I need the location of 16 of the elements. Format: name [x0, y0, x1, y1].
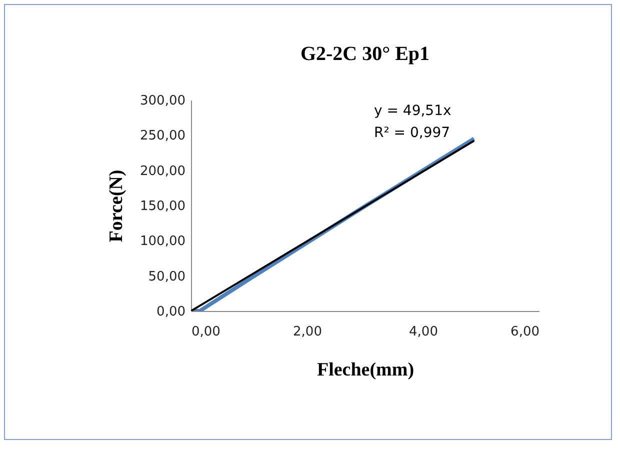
y-tick-label: 100,00 — [140, 234, 186, 250]
annotation: R² = 0,997 — [374, 125, 450, 141]
y-tick-label: 200,00 — [140, 164, 186, 179]
x-tick-label: 6,00 — [510, 324, 540, 340]
x-axis-title: Fleche(mm) — [316, 360, 414, 380]
x-tick-label: 4,00 — [409, 324, 438, 340]
y-tick-label: 50,00 — [148, 269, 186, 284]
x-tick-label: 0,00 — [192, 324, 220, 340]
chart-title: G2-2C 30° Ep1 — [300, 43, 430, 65]
y-tick-label: 250,00 — [140, 128, 186, 144]
x-tick-label: 2,00 — [293, 324, 322, 340]
y-axis-title: Force(N) — [106, 170, 128, 242]
y-tick-label: 300,00 — [140, 94, 186, 108]
y-tick-label: 0,00 — [156, 304, 186, 320]
annotation: y = 49,51x — [374, 103, 452, 119]
y-tick-label: 150,00 — [140, 199, 186, 214]
